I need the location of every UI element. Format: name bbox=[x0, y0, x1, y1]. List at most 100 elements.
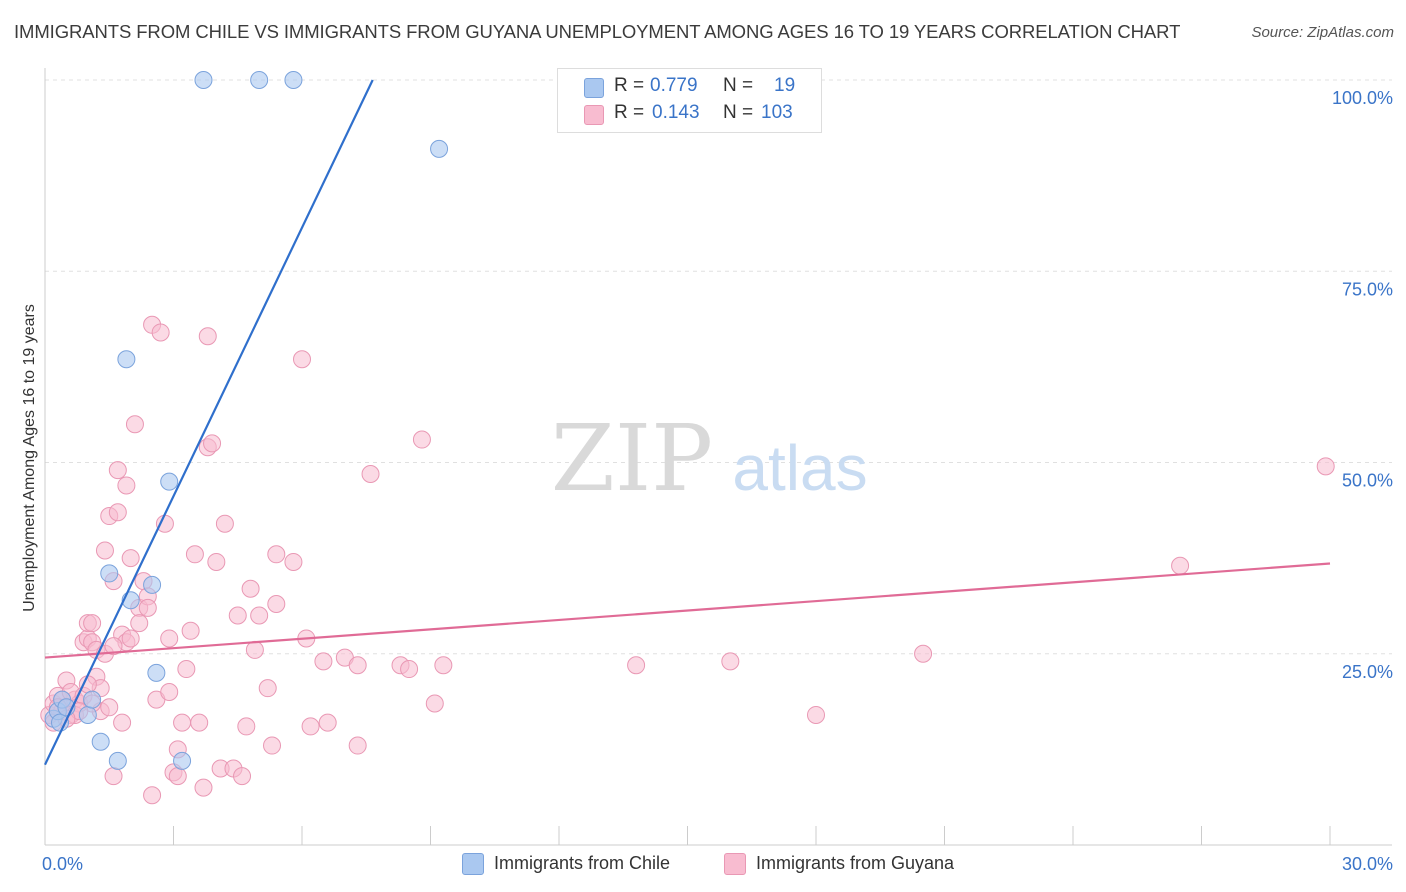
point-guyana bbox=[108, 503, 127, 522]
point-guyana bbox=[267, 545, 286, 564]
point-guyana bbox=[425, 694, 444, 713]
point-guyana bbox=[143, 786, 162, 805]
point-chile bbox=[108, 751, 127, 770]
legend-n-value-chile: 19 bbox=[774, 75, 796, 96]
point-guyana bbox=[117, 476, 136, 495]
legend-r-value-guyana: 0.143 bbox=[652, 102, 700, 123]
legend-n-label: N = bbox=[723, 102, 754, 123]
point-guyana bbox=[258, 679, 277, 698]
point-guyana bbox=[181, 621, 200, 640]
point-chile bbox=[173, 751, 192, 770]
point-chile bbox=[117, 350, 136, 369]
x-tick-label: 0.0% bbox=[42, 854, 83, 874]
point-chile bbox=[194, 71, 213, 89]
point-guyana bbox=[168, 767, 187, 786]
point-guyana bbox=[314, 652, 333, 671]
point-guyana bbox=[318, 713, 337, 732]
point-chile bbox=[100, 564, 119, 583]
y-tick-label: 75.0% bbox=[1342, 279, 1393, 299]
point-guyana bbox=[155, 514, 174, 533]
point-chile bbox=[143, 575, 162, 594]
correlation-legend: R = 0.779 N = 19 R = 0.143 N = 103 bbox=[557, 68, 822, 133]
point-chile bbox=[250, 71, 269, 89]
point-guyana bbox=[121, 549, 140, 568]
y-tick-label: 50.0% bbox=[1342, 471, 1393, 491]
point-guyana bbox=[245, 640, 264, 659]
chart-title: IMMIGRANTS FROM CHILE VS IMMIGRANTS FROM… bbox=[14, 21, 1181, 42]
point-chile bbox=[83, 690, 102, 709]
legend-n-label: N = bbox=[723, 75, 754, 96]
point-guyana bbox=[627, 656, 646, 675]
point-guyana bbox=[121, 629, 140, 648]
point-guyana bbox=[361, 464, 380, 483]
legend-swatch-guyana bbox=[584, 105, 604, 125]
point-guyana bbox=[113, 713, 132, 732]
watermark-atlas: atlas bbox=[732, 432, 867, 504]
point-guyana bbox=[412, 430, 431, 449]
point-guyana bbox=[233, 767, 252, 786]
watermark-zip: ZIP bbox=[551, 405, 713, 512]
point-guyana bbox=[104, 637, 123, 656]
trend-lines bbox=[44, 79, 1331, 766]
point-guyana bbox=[138, 598, 157, 617]
point-chile bbox=[91, 732, 110, 751]
y-axis-label: Unemployment Among Ages 16 to 19 years bbox=[21, 304, 38, 612]
point-guyana bbox=[100, 698, 119, 717]
point-guyana bbox=[250, 606, 269, 625]
point-guyana bbox=[173, 713, 192, 732]
point-guyana bbox=[95, 541, 114, 560]
point-guyana bbox=[293, 350, 311, 369]
point-guyana bbox=[434, 656, 453, 675]
axes bbox=[44, 68, 1392, 846]
point-guyana bbox=[237, 717, 256, 736]
point-guyana bbox=[301, 717, 320, 736]
point-guyana bbox=[185, 545, 204, 564]
point-guyana bbox=[130, 614, 149, 633]
legend-r-value-chile: 0.779 bbox=[650, 75, 698, 96]
gridlines bbox=[45, 79, 1392, 655]
point-guyana bbox=[125, 415, 144, 434]
point-guyana bbox=[348, 656, 367, 675]
point-guyana bbox=[83, 614, 102, 633]
point-chile bbox=[284, 71, 303, 89]
point-guyana bbox=[914, 644, 933, 663]
point-guyana bbox=[1316, 457, 1335, 476]
point-guyana bbox=[108, 461, 127, 480]
point-guyana bbox=[190, 713, 209, 732]
bottom-legend-swatch-chile bbox=[462, 853, 484, 875]
trend-line-chile bbox=[44, 79, 374, 766]
legend-r-label: R = bbox=[614, 102, 645, 123]
point-guyana bbox=[207, 552, 226, 571]
point-guyana bbox=[228, 606, 247, 625]
trend-line-guyana bbox=[44, 562, 1331, 659]
x-tick-label: 30.0% bbox=[1342, 854, 1393, 874]
point-guyana bbox=[203, 434, 222, 453]
point-guyana bbox=[198, 327, 217, 346]
point-guyana bbox=[348, 736, 367, 755]
y-tick-label: 100.0% bbox=[1332, 88, 1393, 108]
bottom-legend-label-guyana: Immigrants from Guyana bbox=[756, 853, 955, 873]
point-chile bbox=[430, 139, 449, 158]
point-guyana bbox=[78, 675, 97, 694]
y-tick-label: 25.0% bbox=[1342, 662, 1393, 682]
point-guyana bbox=[267, 595, 286, 614]
point-guyana bbox=[263, 736, 282, 755]
legend-r-label: R = bbox=[614, 75, 645, 96]
point-guyana bbox=[807, 705, 825, 724]
legend-n-value-guyana: 103 bbox=[761, 102, 793, 123]
bottom-legend-swatch-guyana bbox=[724, 853, 746, 875]
point-guyana bbox=[160, 683, 179, 701]
point-guyana bbox=[284, 552, 303, 571]
point-guyana bbox=[151, 323, 170, 342]
point-guyana bbox=[1171, 556, 1190, 575]
point-chile bbox=[147, 663, 166, 682]
point-guyana bbox=[160, 629, 179, 648]
point-guyana bbox=[215, 514, 234, 533]
tick-labels: 25.0% 50.0% 75.0% 100.0% 0.0% 30.0% bbox=[42, 88, 1393, 874]
watermark: ZIP atlas bbox=[551, 405, 868, 512]
point-chile bbox=[160, 472, 179, 491]
point-guyana bbox=[400, 660, 419, 679]
bottom-legend-label-chile: Immigrants from Chile bbox=[494, 853, 671, 873]
point-chile bbox=[78, 705, 97, 724]
series-chile bbox=[44, 71, 449, 770]
